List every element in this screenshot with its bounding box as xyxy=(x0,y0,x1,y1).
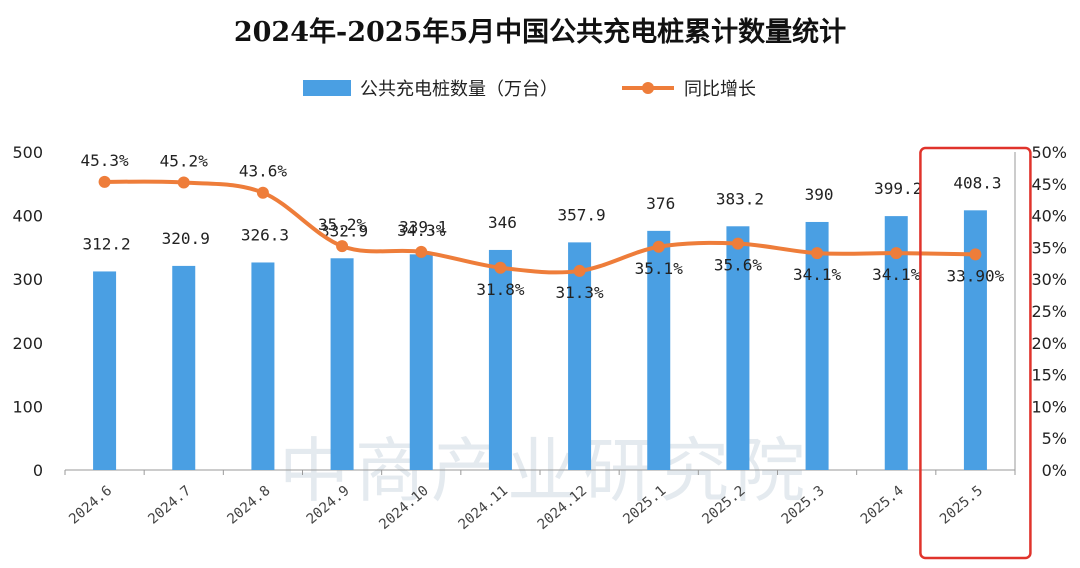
growth-data-label: 34.3% xyxy=(397,221,446,240)
axes: 0 100 200 300 400 500 0% 5% 10% 15% 20% 25% 30% 35% 40… xyxy=(12,143,1067,480)
bar-data-label: 408.3 xyxy=(953,173,1001,192)
growth-data-label: 35.1% xyxy=(635,259,684,278)
bar-data-label: 399.2 xyxy=(874,179,922,198)
bar-data-label: 332.9 xyxy=(320,221,368,240)
watermark: 中商产业研究院 xyxy=(279,430,811,512)
bar-data-label: 326.3 xyxy=(241,225,289,244)
y-right-tick: 35% xyxy=(1031,238,1067,257)
x-tick-label: 2024.8 xyxy=(224,483,273,528)
bar-data-label: 357.9 xyxy=(557,205,605,224)
growth-data-label: 35.2% xyxy=(318,215,367,234)
bar-data-label: 376 xyxy=(646,194,675,213)
legend-bar-label: 公共充电桩数量（万台） xyxy=(360,79,558,100)
bar xyxy=(805,221,829,470)
y-right-tick: 30% xyxy=(1031,270,1067,289)
y-left-tick: 100 xyxy=(12,397,43,416)
y-right-tick: 15% xyxy=(1031,366,1067,385)
growth-point xyxy=(98,175,111,188)
bar xyxy=(330,258,354,470)
bar-labels: 312.2 320.9 326.3 332.9 339.1 346 357.9 376 383.… xyxy=(82,173,1001,253)
growth-point xyxy=(177,176,190,189)
highlight-box xyxy=(919,146,1032,560)
bar-data-label: 339.1 xyxy=(399,217,447,236)
growth-data-label: 45.3% xyxy=(80,151,129,170)
growth-point xyxy=(811,247,824,260)
growth-point xyxy=(256,186,269,199)
bar-data-label: 390 xyxy=(805,185,834,204)
growth-point xyxy=(652,240,665,253)
bar xyxy=(251,262,275,470)
growth-point xyxy=(731,237,744,250)
growth-data-label: 43.6% xyxy=(239,162,288,181)
bar xyxy=(726,226,750,470)
bar-data-label: 320.9 xyxy=(162,229,210,248)
growth-point xyxy=(890,247,903,260)
bar xyxy=(884,216,908,470)
x-tick-label: 2024.6 xyxy=(66,483,115,528)
bars xyxy=(93,210,987,470)
growth-point xyxy=(969,248,982,261)
legend-line-marker xyxy=(642,82,654,94)
y-right-tick: 5% xyxy=(1042,429,1067,448)
bar-data-label: 346 xyxy=(488,213,517,232)
y-right-tick: 25% xyxy=(1031,302,1067,321)
bar-data-label: 383.2 xyxy=(716,189,764,208)
chart-title: 2024年-2025年5月中国公共充电桩累计数量统计 xyxy=(234,16,846,48)
y-left-tick: 400 xyxy=(12,207,43,226)
growth-point xyxy=(494,261,507,274)
y-right-tick: 0% xyxy=(1042,461,1067,480)
growth-data-label: 31.3% xyxy=(555,283,604,302)
bar xyxy=(409,254,433,470)
bar xyxy=(647,230,671,470)
bar xyxy=(963,210,987,470)
y-left-tick: 200 xyxy=(12,334,43,353)
bar-data-label: 312.2 xyxy=(82,234,130,253)
y-left-tick: 0 xyxy=(33,461,43,480)
growth-data-label: 35.6% xyxy=(714,256,763,275)
x-tick-label: 2025.5 xyxy=(937,483,986,528)
legend: 公共充电桩数量（万台） 同比增长 xyxy=(303,79,756,100)
y-left-tick: 300 xyxy=(12,270,43,289)
growth-line-layer: 45.3% 45.2% 43.6% 35.2% 34.3% 31.8% 31.3% 35.1%… xyxy=(80,151,1004,302)
x-tick-label: 2024.7 xyxy=(145,483,194,528)
growth-data-label: 45.2% xyxy=(160,152,209,171)
growth-data-label: 34.1% xyxy=(872,265,921,284)
growth-point xyxy=(573,264,586,277)
growth-data-label: 33.90% xyxy=(947,266,1005,285)
bar xyxy=(93,271,117,470)
growth-point xyxy=(336,240,349,253)
y-right-tick: 40% xyxy=(1031,207,1067,226)
y-right-tick: 10% xyxy=(1031,397,1067,416)
bar xyxy=(172,265,196,470)
legend-bar-swatch xyxy=(303,80,351,96)
y-right-tick: 45% xyxy=(1031,175,1067,194)
growth-data-label: 34.1% xyxy=(793,265,842,284)
x-tick-label: 2025.4 xyxy=(858,483,907,528)
growth-point xyxy=(415,245,428,258)
bar xyxy=(568,242,592,470)
y-right-tick: 20% xyxy=(1031,334,1067,353)
y-left-tick: 500 xyxy=(12,143,43,162)
bar xyxy=(488,249,512,470)
growth-data-label: 31.8% xyxy=(476,280,525,299)
y-right-tick: 50% xyxy=(1031,143,1067,162)
legend-line-label: 同比增长 xyxy=(684,79,756,100)
growth-line xyxy=(104,179,976,275)
